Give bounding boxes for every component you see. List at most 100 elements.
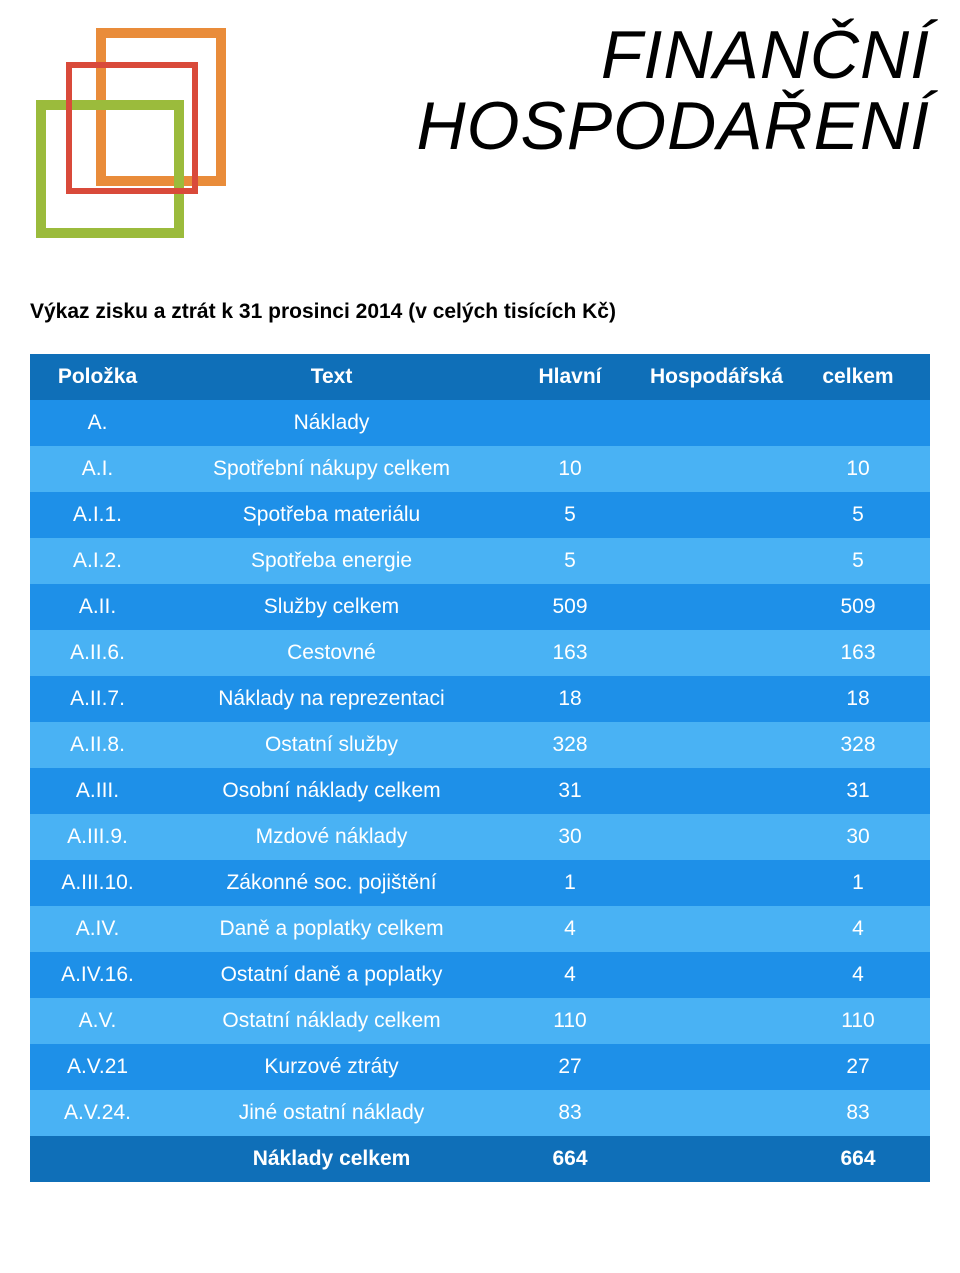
table-row: A.I.1.Spotřeba materiálu55 — [30, 492, 930, 538]
table-cell: 110 — [786, 998, 930, 1044]
table-cell: A.IV. — [30, 906, 165, 952]
table-row: A.I.Spotřební nákupy celkem1010 — [30, 446, 930, 492]
logo — [30, 20, 250, 240]
table-cell: A.I.1. — [30, 492, 165, 538]
table-cell — [642, 1044, 786, 1090]
table-cell: Spotřeba materiálu — [165, 492, 498, 538]
table-cell: Jiné ostatní náklady — [165, 1090, 498, 1136]
table-cell: 27 — [786, 1044, 930, 1090]
table-header-row: Položka Text Hlavní Hospodářská celkem — [30, 354, 930, 400]
title-line-2: HOSPODAŘENÍ — [250, 91, 930, 162]
table-cell: 509 — [786, 584, 930, 630]
table-cell: 30 — [498, 814, 642, 860]
table-cell — [642, 400, 786, 446]
total-cell: 664 — [786, 1136, 930, 1182]
total-cell — [30, 1136, 165, 1182]
total-cell: 664 — [498, 1136, 642, 1182]
table-cell: Náklady na reprezentaci — [165, 676, 498, 722]
table-row: A.III.10.Zákonné soc. pojištění11 — [30, 860, 930, 906]
table-cell: 10 — [498, 446, 642, 492]
table-cell: 10 — [786, 446, 930, 492]
table-cell: A.IV.16. — [30, 952, 165, 998]
table-cell — [786, 400, 930, 446]
title-line-1: FINANČNÍ — [250, 20, 930, 91]
table-cell — [642, 446, 786, 492]
table-cell: A.V.24. — [30, 1090, 165, 1136]
table-row: A.III.Osobní náklady celkem3131 — [30, 768, 930, 814]
table-cell: 4 — [786, 906, 930, 952]
table-cell: Ostatní náklady celkem — [165, 998, 498, 1044]
table-cell: A. — [30, 400, 165, 446]
table-cell: Zákonné soc. pojištění — [165, 860, 498, 906]
subtitle: Výkaz zisku a ztrát k 31 prosinci 2014 (… — [30, 300, 930, 324]
table-cell — [642, 860, 786, 906]
table-cell — [642, 1090, 786, 1136]
table-cell: 4 — [498, 906, 642, 952]
table-cell: Spotřeba energie — [165, 538, 498, 584]
table-cell: 5 — [786, 492, 930, 538]
table-row: A.IV.16.Ostatní daně a poplatky44 — [30, 952, 930, 998]
table-cell: A.III. — [30, 768, 165, 814]
table-cell: 31 — [498, 768, 642, 814]
table-cell: Cestovné — [165, 630, 498, 676]
title-block: FINANČNÍ HOSPODAŘENÍ — [250, 20, 930, 163]
table-row: A.V.21Kurzové ztráty2727 — [30, 1044, 930, 1090]
table-cell — [642, 952, 786, 998]
table-cell: 5 — [786, 538, 930, 584]
table-cell: 30 — [786, 814, 930, 860]
table-cell: A.II.6. — [30, 630, 165, 676]
table-total-row: Náklady celkem 664 664 — [30, 1136, 930, 1182]
table-cell: 163 — [786, 630, 930, 676]
table-cell: A.I.2. — [30, 538, 165, 584]
col-header: Hlavní — [498, 354, 642, 400]
table-cell: 328 — [786, 722, 930, 768]
table-cell: A.V. — [30, 998, 165, 1044]
table-cell — [642, 722, 786, 768]
total-cell — [642, 1136, 786, 1182]
col-header: Text — [165, 354, 498, 400]
table-cell: Služby celkem — [165, 584, 498, 630]
table-row: A.V.24.Jiné ostatní náklady8383 — [30, 1090, 930, 1136]
table-cell — [642, 998, 786, 1044]
table-cell: 1 — [498, 860, 642, 906]
table-cell: A.V.21 — [30, 1044, 165, 1090]
table-cell: Kurzové ztráty — [165, 1044, 498, 1090]
table-cell: Spotřební nákupy celkem — [165, 446, 498, 492]
table-cell — [642, 906, 786, 952]
table-cell: 1 — [786, 860, 930, 906]
table-cell: A.II.7. — [30, 676, 165, 722]
table-row: A.I.2.Spotřeba energie55 — [30, 538, 930, 584]
table-row: A.V.Ostatní náklady celkem110110 — [30, 998, 930, 1044]
table-row: A.II.8.Ostatní služby328328 — [30, 722, 930, 768]
table-cell: 18 — [498, 676, 642, 722]
table-cell — [642, 768, 786, 814]
table-cell: 5 — [498, 538, 642, 584]
table-cell: Osobní náklady celkem — [165, 768, 498, 814]
table-cell — [642, 538, 786, 584]
table-cell: 110 — [498, 998, 642, 1044]
logo-square-red — [66, 62, 198, 194]
total-cell: Náklady celkem — [165, 1136, 498, 1182]
table-cell: Náklady — [165, 400, 498, 446]
table-cell: 18 — [786, 676, 930, 722]
table-row: A.Náklady — [30, 400, 930, 446]
table-cell: Mzdové náklady — [165, 814, 498, 860]
table-row: A.IV.Daně a poplatky celkem44 — [30, 906, 930, 952]
table-cell: A.II.8. — [30, 722, 165, 768]
table-cell: 4 — [498, 952, 642, 998]
table-cell: A.III.10. — [30, 860, 165, 906]
col-header: Hospodářská — [642, 354, 786, 400]
table-cell — [498, 400, 642, 446]
table-cell — [642, 814, 786, 860]
table-cell — [642, 584, 786, 630]
table-cell: Ostatní služby — [165, 722, 498, 768]
table-cell: A.I. — [30, 446, 165, 492]
table-cell: 328 — [498, 722, 642, 768]
table-cell — [642, 492, 786, 538]
table-row: A.II.6.Cestovné163163 — [30, 630, 930, 676]
table-cell: 83 — [786, 1090, 930, 1136]
table-cell: 163 — [498, 630, 642, 676]
table-body: A.NákladyA.I.Spotřební nákupy celkem1010… — [30, 400, 930, 1136]
header: FINANČNÍ HOSPODAŘENÍ — [30, 20, 930, 240]
table-cell — [642, 676, 786, 722]
